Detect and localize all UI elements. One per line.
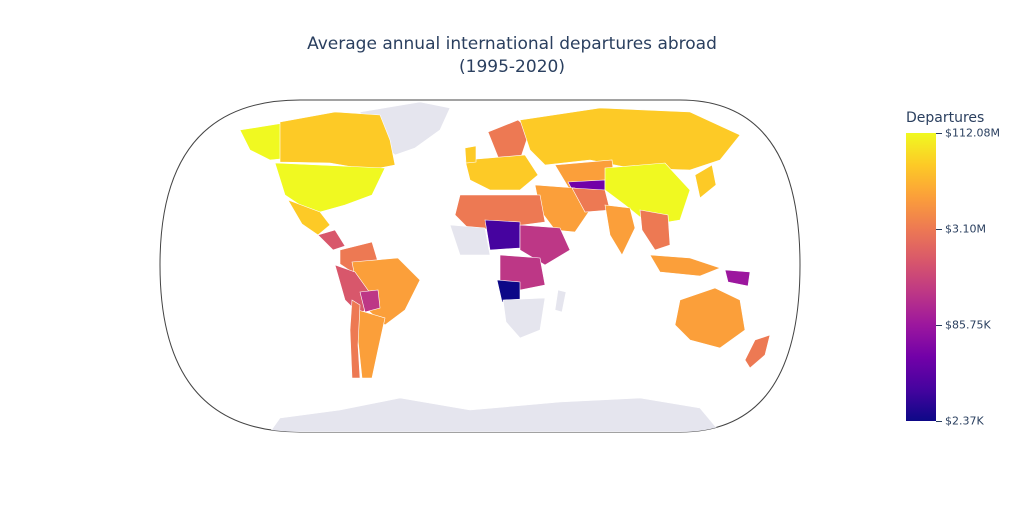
region-paraguay[interactable]: [359, 289, 381, 313]
region-east-africa[interactable]: [519, 224, 571, 266]
region-new-zealand[interactable]: [744, 334, 771, 369]
colorbar-tick: [936, 421, 942, 422]
region-mexico[interactable]: [287, 199, 331, 236]
region-southern-africa[interactable]: [502, 297, 546, 339]
region-antarctica[interactable]: [269, 397, 721, 432]
region-sahel[interactable]: [484, 219, 521, 251]
region-west-africa[interactable]: [449, 224, 491, 256]
region-indonesia[interactable]: [649, 254, 721, 277]
region-chile[interactable]: [349, 299, 361, 379]
colorbar-tick-label: $112.08M: [945, 126, 1000, 140]
colorbar-tick-label: $3.10M: [945, 222, 986, 236]
region-canada[interactable]: [279, 111, 396, 171]
region-uk[interactable]: [464, 145, 477, 164]
region-russia[interactable]: [519, 107, 741, 171]
colorbar: [906, 133, 936, 421]
region-central-america[interactable]: [317, 229, 346, 251]
region-usa[interactable]: [274, 162, 386, 213]
colorbar-tick-label: $2.37K: [945, 414, 984, 428]
chart-title-line2: (1995-2020): [459, 57, 565, 77]
region-papua[interactable]: [724, 269, 751, 287]
chart-title: Average annual international departures …: [212, 33, 812, 79]
colorbar-tick: [936, 325, 942, 326]
colorbar-title: Departures: [906, 110, 985, 126]
colorbar-tick-label: $85.75K: [945, 318, 991, 332]
colorbar-tick: [936, 133, 942, 134]
region-western-europe[interactable]: [464, 154, 539, 191]
region-india[interactable]: [604, 204, 636, 256]
colorbar-tick: [936, 229, 942, 230]
region-japan[interactable]: [694, 164, 717, 199]
chart-title-line1: Average annual international departures …: [307, 34, 717, 54]
region-madagascar[interactable]: [554, 289, 567, 313]
region-southeast-asia[interactable]: [639, 209, 671, 251]
region-australia[interactable]: [674, 287, 746, 349]
